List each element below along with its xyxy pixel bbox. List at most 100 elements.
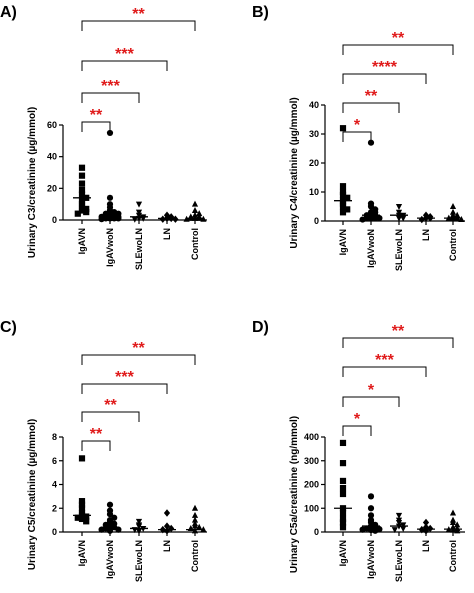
data-point <box>83 205 90 213</box>
comparison-bracket <box>342 396 400 407</box>
data-point <box>395 512 403 519</box>
data-point <box>339 484 347 492</box>
data-point <box>196 210 203 217</box>
data-point <box>78 204 86 211</box>
y-tick-label: 4 <box>52 480 57 490</box>
data-point <box>78 207 86 214</box>
data-point <box>191 504 199 511</box>
data-point <box>339 477 347 485</box>
data-point <box>191 211 199 218</box>
panel-letter: A) <box>0 4 17 21</box>
category-label: Control <box>448 540 458 572</box>
category-label: IgAVN <box>77 228 87 254</box>
category-label: IgAVN <box>338 540 348 566</box>
panel-1: A) 0 20 40 60 Urinary C3/creatinine (µg/mmol)… <box>0 4 207 270</box>
data-point <box>191 522 199 529</box>
data-point <box>391 527 398 534</box>
comparison-bracket <box>81 92 140 103</box>
significance-label: * <box>354 117 361 134</box>
data-point <box>376 215 383 222</box>
category-label: LN <box>421 229 431 241</box>
data-point <box>115 215 122 222</box>
data-point <box>115 526 122 533</box>
significance-label: **** <box>372 59 398 76</box>
y-axis-title: Urinary C5/creatinine (µg/mmol) <box>27 419 38 570</box>
comparison-bracket <box>81 383 168 394</box>
y-axis-title: Urinary C3/creatinine (µg/mmol) <box>27 107 38 258</box>
category-label: Control <box>448 229 458 261</box>
data-point <box>367 139 375 146</box>
y-tick-label: 0 <box>314 216 319 226</box>
significance-label: ** <box>104 397 117 414</box>
significance-label: *** <box>115 46 134 63</box>
data-point <box>191 527 199 534</box>
data-point <box>106 527 114 534</box>
comparison-bracket <box>342 366 427 377</box>
data-point <box>74 210 81 217</box>
category-label: SLEwoLN <box>134 228 144 270</box>
data-point <box>106 194 114 201</box>
data-point <box>359 526 366 533</box>
data-point <box>135 528 143 535</box>
y-tick-label: 0 <box>314 527 319 537</box>
y-tick-label: 2 <box>52 503 57 513</box>
data-point <box>98 526 105 533</box>
significance-label: ** <box>392 323 405 340</box>
data-point <box>395 204 403 210</box>
y-tick-label: 40 <box>309 100 319 110</box>
data-point <box>395 215 403 222</box>
data-point <box>422 518 430 527</box>
data-point <box>454 527 461 534</box>
data-point <box>74 514 81 521</box>
comparison-bracket <box>342 44 454 55</box>
data-point <box>83 518 90 525</box>
data-point <box>163 509 171 517</box>
data-point <box>196 523 203 530</box>
panel-2: B) 0 10 20 30 40 Urinary C4/creatinine (µg/mmo… <box>252 4 465 271</box>
data-point <box>83 513 90 520</box>
y-tick-label: 100 <box>304 503 319 513</box>
data-point <box>449 519 457 525</box>
data-point <box>78 505 86 512</box>
data-point <box>339 183 347 190</box>
data-point <box>78 164 86 171</box>
category-label: SLEwoLN <box>394 540 404 582</box>
comparison-bracket <box>342 337 454 348</box>
data-point <box>339 125 347 132</box>
category-label: IgAVN <box>338 229 348 255</box>
comparison-bracket <box>81 411 140 422</box>
data-point <box>339 209 347 216</box>
data-point <box>78 191 86 198</box>
y-tick-label: 10 <box>309 187 319 197</box>
data-point <box>191 511 199 518</box>
data-point <box>339 524 347 531</box>
comparison-bracket <box>342 73 427 84</box>
panel-letter: C) <box>0 319 17 336</box>
data-point <box>78 515 86 523</box>
y-tick-label: 6 <box>52 456 57 466</box>
data-point <box>191 516 199 523</box>
y-tick-label: 0 <box>52 215 57 225</box>
data-point <box>449 203 457 209</box>
y-tick-label: 400 <box>304 432 319 442</box>
data-point <box>339 439 347 447</box>
y-tick-label: 300 <box>304 456 319 466</box>
significance-label: * <box>368 382 375 399</box>
category-label: Control <box>190 228 200 260</box>
significance-label: ** <box>392 30 405 47</box>
category-label: LN <box>162 540 172 552</box>
data-point <box>339 515 347 523</box>
data-point <box>78 197 86 205</box>
data-point <box>339 460 347 467</box>
data-point <box>172 215 179 223</box>
panel-4: D) 0 100 200 300 400 Urinary C5a/creatinine (n… <box>252 319 465 582</box>
data-point <box>106 129 114 137</box>
data-point <box>106 501 114 508</box>
comparison-bracket <box>81 121 111 132</box>
data-point <box>359 216 366 223</box>
comparison-bracket <box>81 20 196 31</box>
y-tick-label: 40 <box>47 152 57 162</box>
data-point <box>400 215 407 222</box>
comparison-bracket <box>342 102 400 113</box>
category-label: LN <box>162 228 172 240</box>
